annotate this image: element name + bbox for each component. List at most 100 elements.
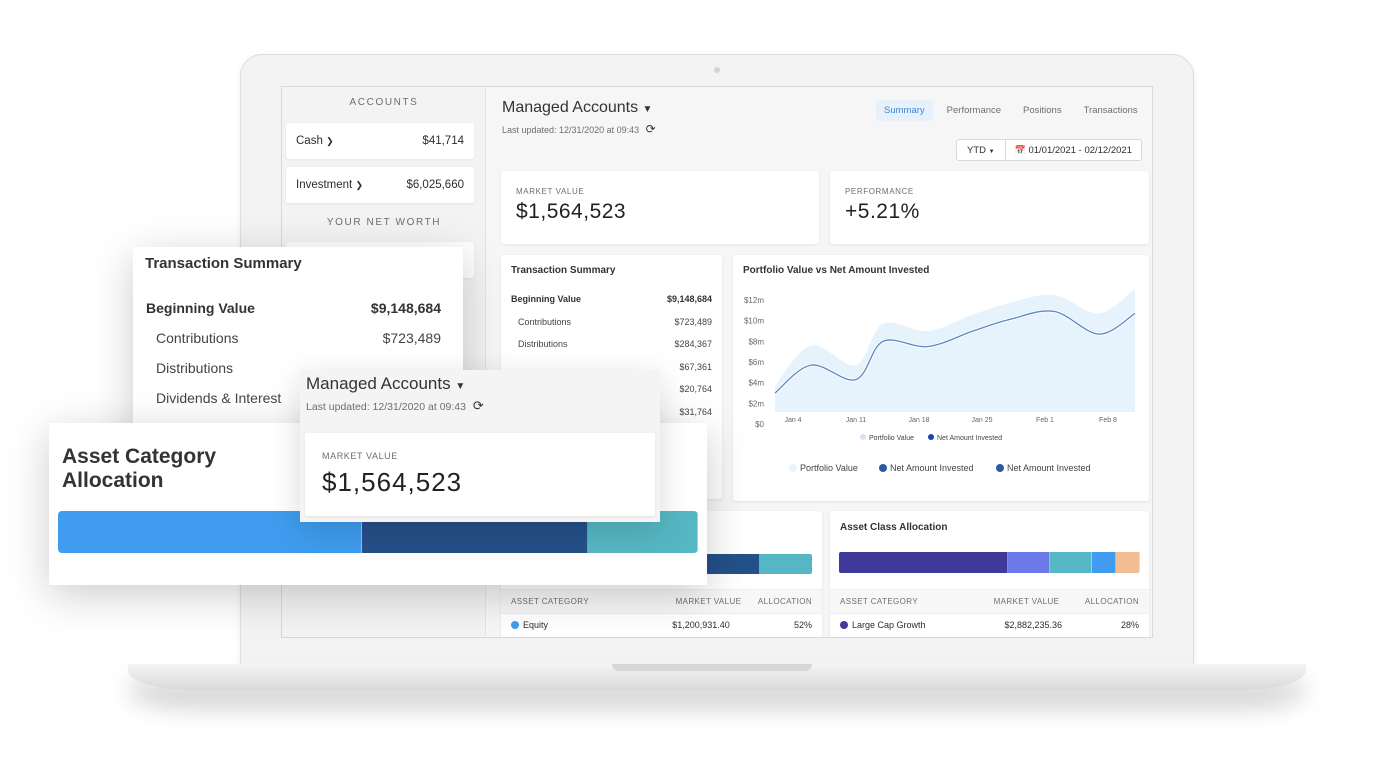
bar-segment[interactable]: [1115, 552, 1140, 573]
table-row[interactable]: Equity $1,200,931.40 52%: [501, 614, 822, 636]
row-name: Large Cap Growth: [852, 620, 926, 630]
tab-transactions[interactable]: Transactions: [1083, 105, 1138, 116]
account-value: $6,025,660: [406, 179, 464, 191]
tab-summary[interactable]: Summary: [876, 100, 933, 121]
title-text: Managed Accounts: [502, 99, 639, 116]
row-label: Beginning Value: [511, 294, 582, 304]
date-range-picker[interactable]: 📅 01/01/2021 - 02/12/2021: [1006, 140, 1141, 160]
legend-dot: [840, 621, 848, 629]
row-allocation: 28%: [1120, 620, 1139, 630]
legend-label: Portfolio Value: [869, 435, 914, 442]
row-value: $9,148,684: [370, 300, 441, 316]
y-tick-label: $8m: [748, 337, 764, 346]
row-value: $9,148,684: [666, 294, 712, 304]
row-label: Distributions: [156, 360, 234, 376]
col-header[interactable]: ASSET CATEGORY: [511, 597, 590, 606]
caret-down-icon: ▼: [988, 149, 995, 155]
bar-segment: [759, 554, 812, 574]
summary-row: Dividends & Interest: [146, 390, 441, 420]
summary-row: Distributions $284,367: [511, 339, 712, 362]
legend-dot: [996, 464, 1004, 472]
col-header[interactable]: ALLOCATION: [757, 597, 812, 606]
overlay-title: Asset Category Allocation: [62, 445, 217, 492]
camera: [714, 67, 720, 73]
summary-row: $31,764: [511, 407, 712, 430]
tab-performance[interactable]: Performance: [946, 105, 1002, 116]
col-header[interactable]: ASSET CATEGORY: [840, 597, 919, 606]
card-title: Transaction Summary: [511, 265, 616, 276]
x-tick-label: Feb 1: [1036, 417, 1054, 424]
y-tick-label: $6m: [748, 358, 764, 367]
y-tick-label: $0: [755, 420, 764, 429]
x-tick-label: Jan 18: [908, 417, 929, 424]
caret-down-icon[interactable]: ▼: [642, 104, 653, 115]
account-cash[interactable]: Cash ❯ $41,714: [286, 123, 474, 159]
row-value: $2,882,235.36: [1004, 620, 1063, 630]
bar-segment[interactable]: [1007, 552, 1050, 573]
legend-dot: [879, 464, 887, 472]
bar-segment: [706, 554, 759, 574]
laptop-notch: [612, 664, 812, 671]
row-value: $284,367: [674, 339, 712, 349]
y-tick-label: $10m: [744, 317, 764, 326]
asset-category-bar-tail: [706, 554, 812, 574]
legend-label: Net Amount Invested: [937, 435, 1002, 442]
asset-class-card: Asset Class Allocation ASSET CATEGORY MAR…: [830, 511, 1149, 637]
net-worth-heading: YOUR NET WORTH: [326, 217, 442, 228]
refresh-icon[interactable]: ⟳: [645, 122, 656, 136]
table-row[interactable]: Large Cap Growth $2,882,235.36 28%: [830, 614, 1149, 636]
performance-value: +5.21%: [845, 200, 920, 223]
y-tick-label: $12m: [744, 296, 764, 305]
account-name: Investment: [296, 179, 353, 191]
refresh-icon[interactable]: ⟳: [472, 398, 484, 413]
chart-svg: $0 $2m $4m $6m $8m $10m $12m Jan 4 Jan 11 Jan 18 J…: [744, 288, 1136, 473]
chevron-down-icon[interactable]: ❯: [326, 136, 334, 146]
x-tick-label: Jan 25: [971, 417, 992, 424]
bar-segment[interactable]: [1091, 552, 1116, 573]
row-label: Contributions: [518, 316, 572, 327]
row-value: $20,764: [679, 384, 712, 394]
summary-row: $67,361: [511, 362, 712, 385]
row-value: $723,489: [674, 316, 712, 327]
market-value-card: MARKET VALUE $1,564,523: [305, 433, 655, 516]
asset-category-table: ASSET CATEGORY MARKET VALUE ALLOCATION Equ…: [501, 589, 822, 636]
x-tick-label: Jan 11: [846, 417, 867, 424]
table-header: ASSET CATEGORY MARKET VALUE ALLOCATION: [830, 589, 1149, 614]
market-value-label: MARKET VALUE: [516, 187, 585, 196]
row-label: Dividends & Interest: [156, 390, 282, 406]
col-header[interactable]: ALLOCATION: [1084, 597, 1139, 606]
summary-row: Beginning Value $9,148,684: [511, 294, 712, 317]
date-filter: YTD ▼ 📅 01/01/2021 - 02/12/2021: [956, 139, 1142, 161]
period-select[interactable]: YTD ▼: [957, 140, 1006, 160]
title-text: Managed Accounts: [306, 374, 451, 393]
col-header[interactable]: MARKET VALUE: [675, 597, 742, 606]
bar-segment[interactable]: [1049, 552, 1092, 573]
performance-card: PERFORMANCE +5.21%: [830, 171, 1149, 244]
overlay-title[interactable]: Managed Accounts ▼: [306, 374, 465, 394]
card-title: Asset Class Allocation: [840, 522, 948, 533]
legend-dot: [860, 434, 866, 440]
legend-dot: [511, 621, 519, 629]
caret-down-icon[interactable]: ▼: [455, 381, 466, 392]
account-investment[interactable]: Investment ❯ $6,025,660: [286, 167, 474, 203]
net-amount-invested-line: [774, 310, 1136, 394]
bar-segment[interactable]: [839, 552, 1008, 573]
legend-label: Portfolio Value: [800, 463, 858, 473]
row-label: Contributions: [156, 330, 239, 346]
page-title[interactable]: Managed Accounts ▼: [502, 99, 652, 117]
tab-positions[interactable]: Positions: [1023, 105, 1062, 116]
market-value-card: MARKET VALUE $1,564,523: [501, 171, 819, 244]
col-header[interactable]: MARKET VALUE: [993, 597, 1060, 606]
last-updated-text: Last updated: 12/31/2020 at 09:43: [502, 125, 640, 135]
chevron-down-icon[interactable]: ❯: [355, 180, 363, 190]
summary-row: Distributions: [146, 360, 441, 390]
last-updated: Last updated: 12/31/2020 at 09:43 ⟳: [306, 398, 484, 414]
last-updated: Last updated: 12/31/2020 at 09:43 ⟳: [502, 122, 656, 136]
market-value: $1,564,523: [322, 467, 463, 497]
date-range-text: 01/01/2021 - 02/12/2021: [1028, 145, 1132, 156]
portfolio-value-area: [775, 288, 1135, 412]
row-allocation: 52%: [793, 620, 812, 630]
summary-row: Beginning Value $9,148,684: [146, 300, 441, 330]
summary-row: Contributions $723,489: [511, 317, 712, 340]
legend-label: Net Amount Invested: [1007, 463, 1091, 473]
